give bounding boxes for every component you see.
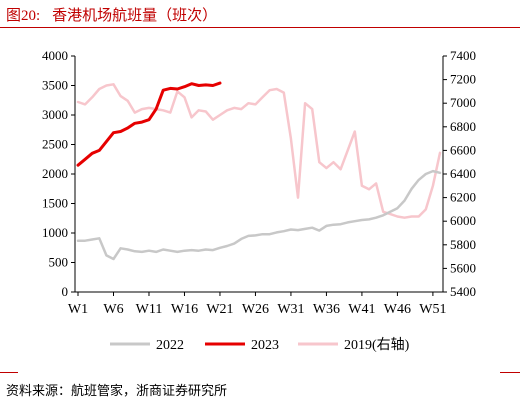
legend-label-2: 2019(右轴) (344, 337, 410, 353)
x-tick-label: W46 (384, 302, 411, 317)
y-right-tick-label: 5400 (450, 284, 476, 299)
x-tick-label: W6 (103, 302, 123, 317)
series-line-1 (76, 81, 222, 167)
top-rule (0, 27, 520, 28)
y-left-tick-label: 2500 (42, 137, 68, 152)
y-left-tick-label: 2000 (42, 166, 68, 181)
x-tick-label: W1 (68, 302, 88, 317)
y-right-tick-label: 7000 (450, 95, 476, 110)
y-right-tick-label: 6000 (450, 213, 476, 228)
x-tick-label: W11 (136, 302, 163, 317)
x-tick-label: W41 (348, 302, 375, 317)
y-right-tick-label: 6600 (450, 142, 476, 157)
figure-title: 图20: 香港机场航班量（班次） (6, 4, 217, 25)
source-note: 资料来源：航班管家，浙商证券研究所 (6, 383, 228, 398)
y-left-tick-label: 4000 (42, 48, 68, 63)
series-line-0 (76, 169, 442, 261)
bottom-rule-right (500, 372, 520, 373)
x-tick-label: W36 (313, 302, 340, 317)
y-right-tick-label: 5800 (450, 237, 476, 252)
y-left-tick-label: 1000 (42, 225, 68, 240)
y-right-tick-label: 7400 (450, 48, 476, 63)
series-line-2 (76, 83, 442, 219)
legend-label-0: 2022 (156, 338, 184, 353)
y-right-tick-label: 6800 (450, 119, 476, 134)
y-right-tick-label: 6200 (450, 190, 476, 205)
x-tick-label: W51 (419, 302, 446, 317)
y-left-tick-label: 3000 (42, 107, 68, 122)
legend-label-1: 2023 (251, 338, 279, 353)
y-left-tick-label: 500 (49, 255, 69, 270)
y-left-tick-label: 3500 (42, 78, 68, 93)
figure-title-text: 香港机场航班量（班次） (52, 8, 218, 24)
y-right-tick-label: 5600 (450, 260, 476, 275)
y-left-tick-label: 0 (62, 284, 69, 299)
x-tick-label: W16 (171, 302, 198, 317)
line-chart: 0 500 1000 1500 2000 2500 3000 3500 4000 5400 5600… (42, 48, 476, 353)
figure-number: 图20: (6, 8, 41, 24)
bottom-rule-left (0, 372, 18, 373)
y-right-tick-label: 7200 (450, 72, 476, 87)
y-right-tick-label: 6400 (450, 166, 476, 181)
y-left-tick-label: 1500 (42, 196, 68, 211)
x-tick-label: W21 (206, 302, 233, 317)
x-tick-label: W31 (277, 302, 304, 317)
x-tick-label: W26 (242, 302, 269, 317)
